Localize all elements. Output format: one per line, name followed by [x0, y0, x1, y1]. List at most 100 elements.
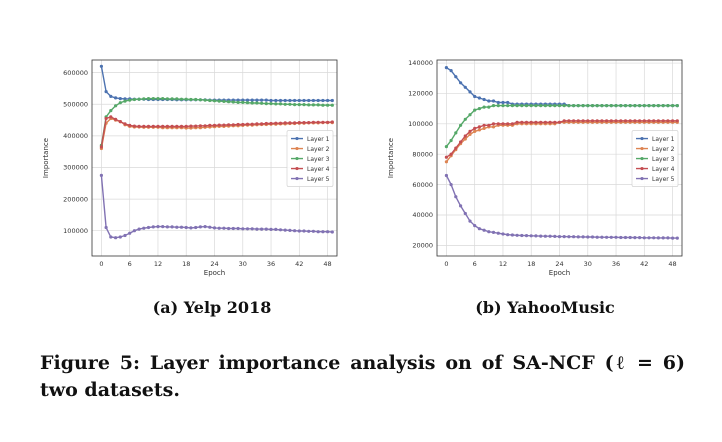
c0-point-layer-4-27 [227, 123, 231, 127]
c1-y-tick-label-20000: 20000 [412, 242, 433, 250]
c1-point-layer-5-48 [671, 236, 675, 240]
c0-point-layer-1-0 [99, 64, 103, 68]
c0-point-layer-4-31 [245, 122, 250, 126]
c0-point-layer-5-4 [118, 235, 122, 239]
c1-x-tick-label-24: 24 [555, 260, 563, 268]
c0-point-layer-4-36 [269, 121, 273, 126]
c1-point-layer-3-21 [543, 104, 547, 108]
c1-point-layer-3-47 [666, 104, 670, 108]
c1-point-layer-5-29 [581, 235, 585, 239]
c0-point-layer-3-9 [142, 97, 146, 101]
c1-legend-marker-5 [640, 176, 644, 181]
c1-point-layer-5-43 [647, 236, 651, 240]
c0-point-layer-3-5 [123, 99, 127, 103]
c0-point-layer-1-33 [255, 98, 259, 102]
c0-point-layer-3-27 [227, 100, 231, 104]
c1-point-layer-3-43 [647, 104, 651, 108]
c0-point-layer-3-21 [198, 98, 202, 102]
c1-point-layer-5-18 [529, 234, 533, 238]
c1-point-layer-4-42 [642, 119, 646, 123]
c1-point-layer-5-20 [539, 234, 543, 238]
c0-point-layer-5-5 [123, 233, 127, 238]
c1-legend-box [631, 130, 679, 187]
c0-point-layer-4-12 [156, 124, 160, 128]
c1-legend-marker-1 [640, 136, 644, 141]
c0-point-layer-3-46 [316, 103, 320, 107]
c1-point-layer-5-35 [609, 235, 613, 239]
c0-y-tick-label-200000: 200000 [63, 195, 88, 203]
c1-point-layer-4-22 [548, 120, 552, 124]
c1-point-layer-5-24 [557, 235, 562, 239]
c0-point-layer-4-41 [293, 121, 297, 125]
c0-point-layer-5-15 [170, 225, 174, 229]
yahoomusic-importance-chart: 0 6 12 18 24 30 36 42 48 20000 40000 60000 80000 1000… [387, 59, 683, 277]
c1-point-layer-4-37 [619, 119, 623, 123]
c1-point-layer-5-21 [543, 234, 547, 238]
c1-point-layer-5-10 [491, 230, 496, 234]
c1-point-layer-1-3 [459, 81, 463, 85]
c1-point-layer-3-36 [614, 104, 618, 108]
c0-point-layer-4-29 [236, 122, 240, 127]
c1-point-layer-3-18 [529, 104, 533, 108]
c1-point-layer-3-0 [444, 145, 448, 149]
c0-point-layer-1-2 [109, 94, 113, 98]
c1-y-axis-label: Importance [387, 138, 395, 178]
c1-point-layer-2-4 [463, 137, 467, 141]
c1-point-layer-5-30 [586, 235, 590, 239]
c0-point-layer-5-6 [128, 231, 132, 235]
c1-x-tick-label-36: 36 [612, 260, 620, 268]
c1-point-layer-4-5 [468, 129, 472, 133]
c1-point-layer-3-30 [586, 104, 590, 108]
c0-point-layer-5-26 [222, 226, 226, 230]
c0-point-layer-3-20 [194, 97, 198, 102]
c0-point-layer-4-10 [146, 124, 151, 128]
c0-point-layer-4-0 [99, 145, 103, 149]
c0-legend-marker-3 [295, 156, 299, 161]
c1-y-tick-label-60000: 60000 [412, 181, 433, 189]
c1-x-tick-label-12: 12 [499, 260, 507, 268]
c0-point-layer-1-35 [264, 98, 268, 102]
c0-point-layer-5-10 [146, 225, 151, 230]
c1-point-layer-3-40 [633, 104, 637, 108]
c1-legend-marker-3 [640, 156, 644, 161]
c0-point-layer-4-38 [278, 121, 283, 125]
c1-axes-frame [436, 59, 683, 257]
c0-point-layer-3-34 [260, 101, 264, 105]
c0-point-layer-5-9 [142, 226, 146, 230]
c0-point-layer-3-41 [293, 103, 297, 107]
c1-point-layer-5-34 [605, 235, 609, 239]
c0-point-layer-3-49 [330, 103, 334, 107]
c1-x-tick-label-48: 48 [668, 260, 676, 268]
c1-point-layer-4-10 [491, 122, 496, 126]
c1-point-layer-5-22 [548, 234, 552, 238]
c0-point-layer-5-28 [231, 226, 235, 231]
c0-point-layer-4-16 [175, 124, 179, 128]
c1-point-layer-4-11 [496, 122, 500, 126]
c1-point-layer-3-28 [576, 104, 580, 108]
c0-point-layer-3-23 [208, 98, 212, 103]
c1-legend-label-2: Layer 2 [652, 146, 675, 153]
c1-point-layer-4-29 [581, 119, 585, 123]
c1-point-layer-5-40 [633, 236, 637, 240]
c0-point-layer-1-37 [274, 98, 278, 103]
c1-point-layer-4-4 [463, 134, 467, 138]
c1-point-layer-3-3 [459, 123, 463, 127]
c0-point-layer-1-3 [114, 96, 118, 100]
c0-point-layer-1-31 [245, 98, 250, 102]
c0-point-layer-3-37 [274, 102, 278, 106]
yelp-importance-chart: 0 6 12 18 24 30 36 42 48 100000 200000 300000 400000… [42, 59, 338, 277]
c1-point-layer-5-15 [515, 233, 519, 237]
c1-point-layer-4-48 [671, 119, 675, 123]
c1-point-layer-3-44 [652, 104, 656, 108]
c0-point-layer-3-3 [114, 104, 118, 108]
c1-point-layer-3-19 [534, 104, 538, 108]
c1-point-layer-5-12 [501, 232, 505, 236]
c0-point-layer-4-43 [302, 121, 306, 125]
c1-point-layer-1-12 [501, 100, 505, 105]
c1-legend-marker-4 [640, 166, 644, 171]
c0-point-layer-5-38 [278, 228, 283, 232]
c1-point-layer-5-44 [652, 236, 656, 240]
c1-point-layer-5-31 [590, 235, 595, 239]
c0-point-layer-4-15 [170, 124, 174, 128]
c0-point-layer-4-5 [123, 122, 127, 126]
